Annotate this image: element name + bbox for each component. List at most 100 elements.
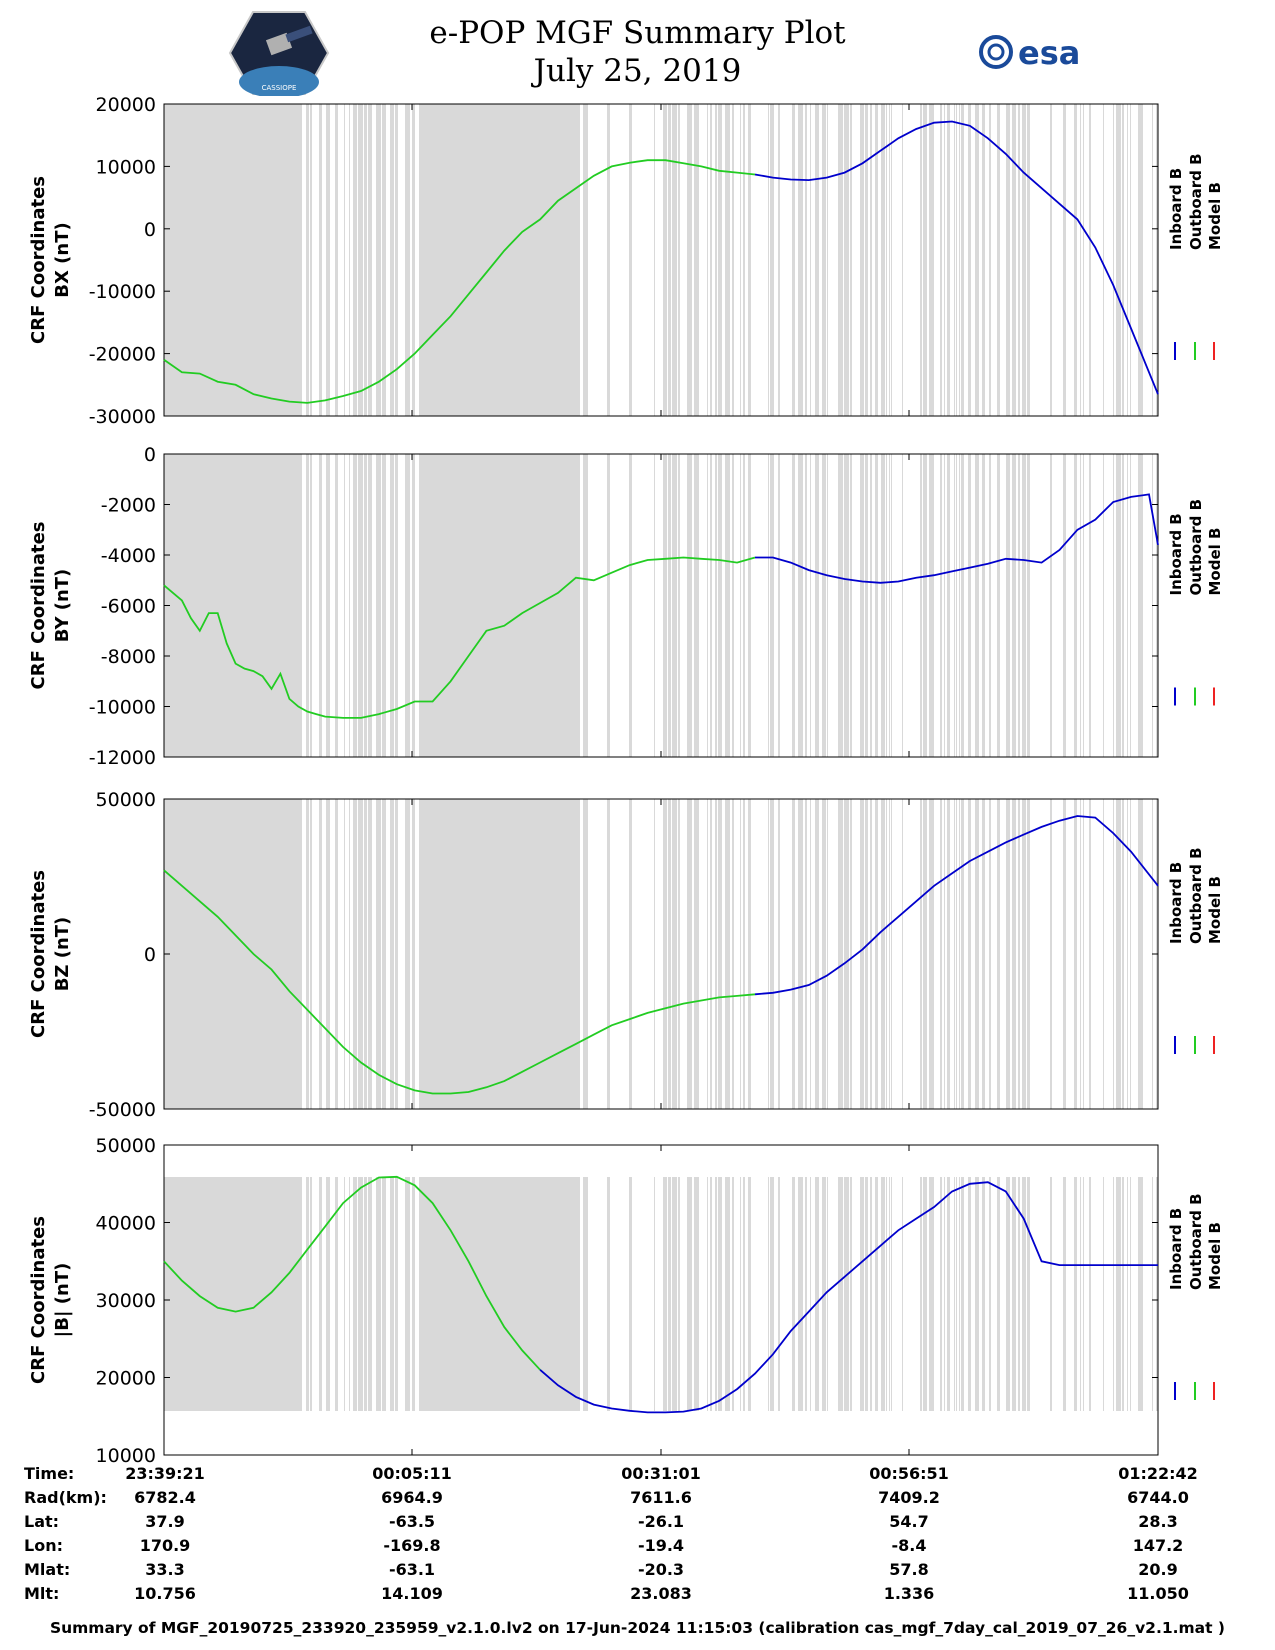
- y-tick-label: 40000: [96, 1213, 156, 1235]
- gap-band: [335, 799, 338, 1109]
- gap-band: [349, 454, 350, 757]
- gap-band: [982, 104, 985, 416]
- gap-band: [947, 454, 950, 757]
- gap-band: [889, 104, 890, 416]
- title-line-1: e-POP MGF Summary Plot: [429, 15, 846, 51]
- gap-band: [923, 454, 927, 757]
- gap-band: [358, 104, 363, 416]
- logo-left-label: CASSIOPE: [262, 84, 297, 92]
- gap-band: [982, 1177, 985, 1411]
- gap-band: [678, 1177, 680, 1411]
- gap-band: [1022, 1177, 1026, 1411]
- gap-band: [997, 454, 1000, 757]
- gap-band: [382, 1177, 386, 1411]
- y-axis-label-line1: CRF Coordinates: [28, 1216, 49, 1384]
- gap-band: [1022, 799, 1026, 1109]
- gap-band: [940, 104, 942, 416]
- gap-band: [1018, 799, 1020, 1109]
- gap-band: [822, 454, 826, 757]
- gap-band: [940, 1177, 942, 1411]
- gap-band: [420, 454, 578, 757]
- gap-band: [310, 104, 312, 416]
- gap-band: [1074, 104, 1077, 416]
- gap-band: [1089, 799, 1091, 1109]
- gap-band: [997, 1177, 1000, 1411]
- gap-band: [929, 454, 934, 757]
- data-gap-bands: [164, 1177, 1158, 1411]
- gap-band: [344, 799, 345, 1109]
- legend-label: Inboard B: [1167, 1208, 1185, 1290]
- gap-band: [929, 799, 934, 1109]
- gap-band: [770, 799, 774, 1109]
- ephemeris-value: -169.8: [383, 1536, 441, 1555]
- gap-band: [944, 1177, 945, 1411]
- gap-band: [718, 104, 722, 416]
- gap-band: [395, 799, 398, 1109]
- gap-band: [1127, 799, 1128, 1109]
- gap-band: [1113, 104, 1114, 416]
- gap-band: [1006, 1177, 1010, 1411]
- ephemeris-value: -19.4: [637, 1536, 685, 1555]
- gap-band: [382, 104, 386, 416]
- gap-band: [376, 454, 381, 757]
- gap-band: [778, 799, 780, 1109]
- gap-band: [395, 104, 398, 416]
- gap-band: [694, 104, 699, 416]
- gap-band: [1012, 1177, 1016, 1411]
- gap-band: [768, 454, 769, 757]
- ephemeris-row-label: Lat:: [24, 1512, 60, 1531]
- gap-band: [1103, 104, 1104, 416]
- gap-band: [607, 799, 610, 1109]
- summary-caption: Summary of MGF_20190725_233920_235959_v2…: [49, 1619, 1226, 1637]
- gap-band: [886, 1177, 887, 1411]
- gap-band: [1012, 104, 1016, 416]
- gap-band: [715, 454, 717, 757]
- gap-band: [306, 454, 309, 757]
- gap-band: [326, 1177, 330, 1411]
- gap-band: [792, 799, 795, 1109]
- gap-band: [1080, 104, 1081, 416]
- gap-band: [629, 799, 632, 1109]
- gap-band: [732, 104, 734, 416]
- gap-band: [1022, 104, 1026, 416]
- gap-band: [718, 454, 722, 757]
- gap-band: [687, 104, 692, 416]
- gap-band: [654, 104, 655, 416]
- ephemeris-value: 14.109: [381, 1584, 443, 1603]
- gap-band: [1089, 454, 1091, 757]
- gap-band: [1138, 799, 1143, 1109]
- gap-band: [405, 104, 410, 416]
- gap-band: [1063, 104, 1066, 416]
- gap-band: [629, 1177, 632, 1411]
- data-gap-bands: [164, 454, 1158, 757]
- gap-band: [319, 799, 322, 1109]
- gap-band: [1012, 799, 1016, 1109]
- gap-band: [792, 1177, 795, 1411]
- gap-band: [715, 799, 717, 1109]
- gap-band: [390, 799, 394, 1109]
- gap-band: [920, 454, 922, 757]
- gap-band: [968, 454, 971, 757]
- gap-band: [1027, 799, 1030, 1109]
- gap-band: [1083, 1177, 1084, 1411]
- y-axis-label: CRF Coordinates BZ (nT): [28, 870, 73, 1038]
- gap-band: [344, 454, 345, 757]
- gap-band: [1103, 454, 1104, 757]
- ephemeris-row-label: Time:: [24, 1464, 75, 1483]
- gap-band: [748, 454, 751, 757]
- esa-wordmark: esa: [1018, 34, 1080, 72]
- gap-band: [1018, 454, 1020, 757]
- gap-band: [1130, 454, 1131, 757]
- ephemeris-value: 33.3: [145, 1560, 185, 1579]
- gap-band: [1152, 104, 1153, 416]
- gap-band: [875, 104, 878, 416]
- gap-band: [715, 104, 717, 416]
- gap-band: [768, 104, 769, 416]
- gap-band: [940, 454, 942, 757]
- gap-band: [1156, 104, 1158, 416]
- gap-band: [865, 104, 868, 416]
- y-tick-label: -8000: [101, 646, 156, 668]
- gap-band: [349, 1177, 350, 1411]
- gap-band: [975, 1177, 979, 1411]
- gap-band: [768, 799, 769, 1109]
